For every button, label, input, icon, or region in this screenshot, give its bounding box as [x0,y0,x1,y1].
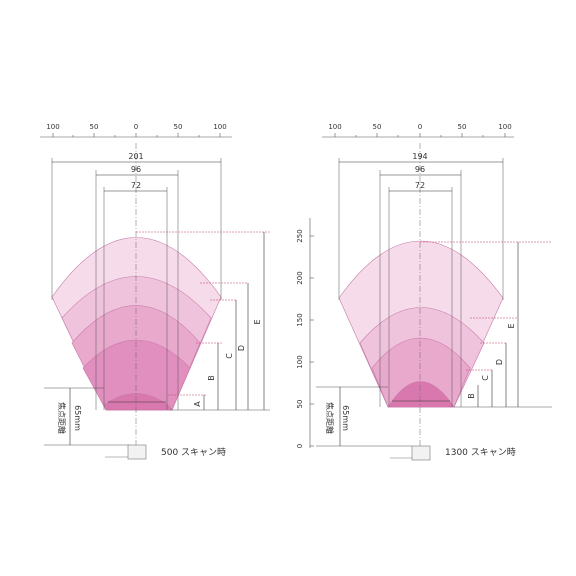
left-diagram: 100 50 0 50 100 201 96 72 [40,123,270,460]
right-width-dimensions [339,161,503,402]
left-range-label-d: D [237,345,246,351]
right-vertical-scale-ticks [310,235,314,447]
left-top-scale-ticks [52,133,221,137]
left-range-label-c: C [225,353,234,359]
left-base-lines [44,387,270,446]
right-range-label-e: E [507,323,516,328]
left-focal-value: 65mm [73,405,82,431]
right-scale-tick-label: 100 [498,123,511,131]
right-vertical-tick-label: 50 [296,400,304,409]
right-range-dimensions [339,242,519,446]
right-top-scale-ticks [334,133,506,137]
right-scale-tick-label: 100 [328,123,341,131]
left-width-label-inner: 72 [131,181,141,190]
left-vertical-guides [51,158,222,410]
right-width-label-outer: 194 [412,152,427,161]
left-scale-tick-label: 100 [213,123,226,131]
right-zone-c [371,337,471,408]
left-width-dimensions [52,161,221,403]
right-reference-lines [420,241,552,371]
left-range-dimensions [69,232,265,445]
right-caption: 1300 スキャン時 [445,447,516,458]
right-range-label-b: B [467,393,476,399]
left-width-label-outer: 201 [128,152,143,161]
right-width-label-middle: 96 [415,165,425,174]
left-range-label-b: B [207,375,216,381]
left-range-label-a: A [193,401,202,407]
right-vertical-tick-label: 100 [296,355,304,368]
right-scale-tick-label: 50 [458,123,467,131]
right-scale-tick-label: 50 [373,123,382,131]
right-width-label-inner: 72 [415,181,425,190]
right-vertical-guides [338,158,504,407]
right-vertical-tick-label: 200 [296,271,304,284]
left-scale-tick-label: 0 [134,123,138,131]
left-scale-tick-label: 50 [174,123,183,131]
left-caption: 500 スキャン時 [161,447,226,458]
right-base-lines [316,386,552,447]
right-focal-value: 65mm [341,405,350,431]
right-scale-tick-label: 0 [418,123,422,131]
left-reference-lines [136,231,270,396]
right-vertical-tick-label: 0 [296,444,304,448]
right-vertical-tick-label: 150 [296,313,304,326]
right-range-label-c: C [481,375,490,381]
left-scale-tick-label: 50 [90,123,99,131]
scanner-head-icon [390,445,431,461]
left-focal-label: 焦点距離 [57,402,67,434]
right-range-label-d: D [495,359,504,365]
right-focal-label: 焦点距離 [325,402,335,434]
right-diagram: 100 50 0 50 100 250 200 150 100 50 0 [296,123,552,461]
left-zone-b [82,339,191,411]
left-scale-tick-label: 100 [46,123,59,131]
right-vertical-tick-label: 250 [296,229,304,242]
scanner-head-icon [105,444,147,460]
left-width-label-middle: 96 [131,165,141,174]
left-range-label-e: E [253,319,262,324]
